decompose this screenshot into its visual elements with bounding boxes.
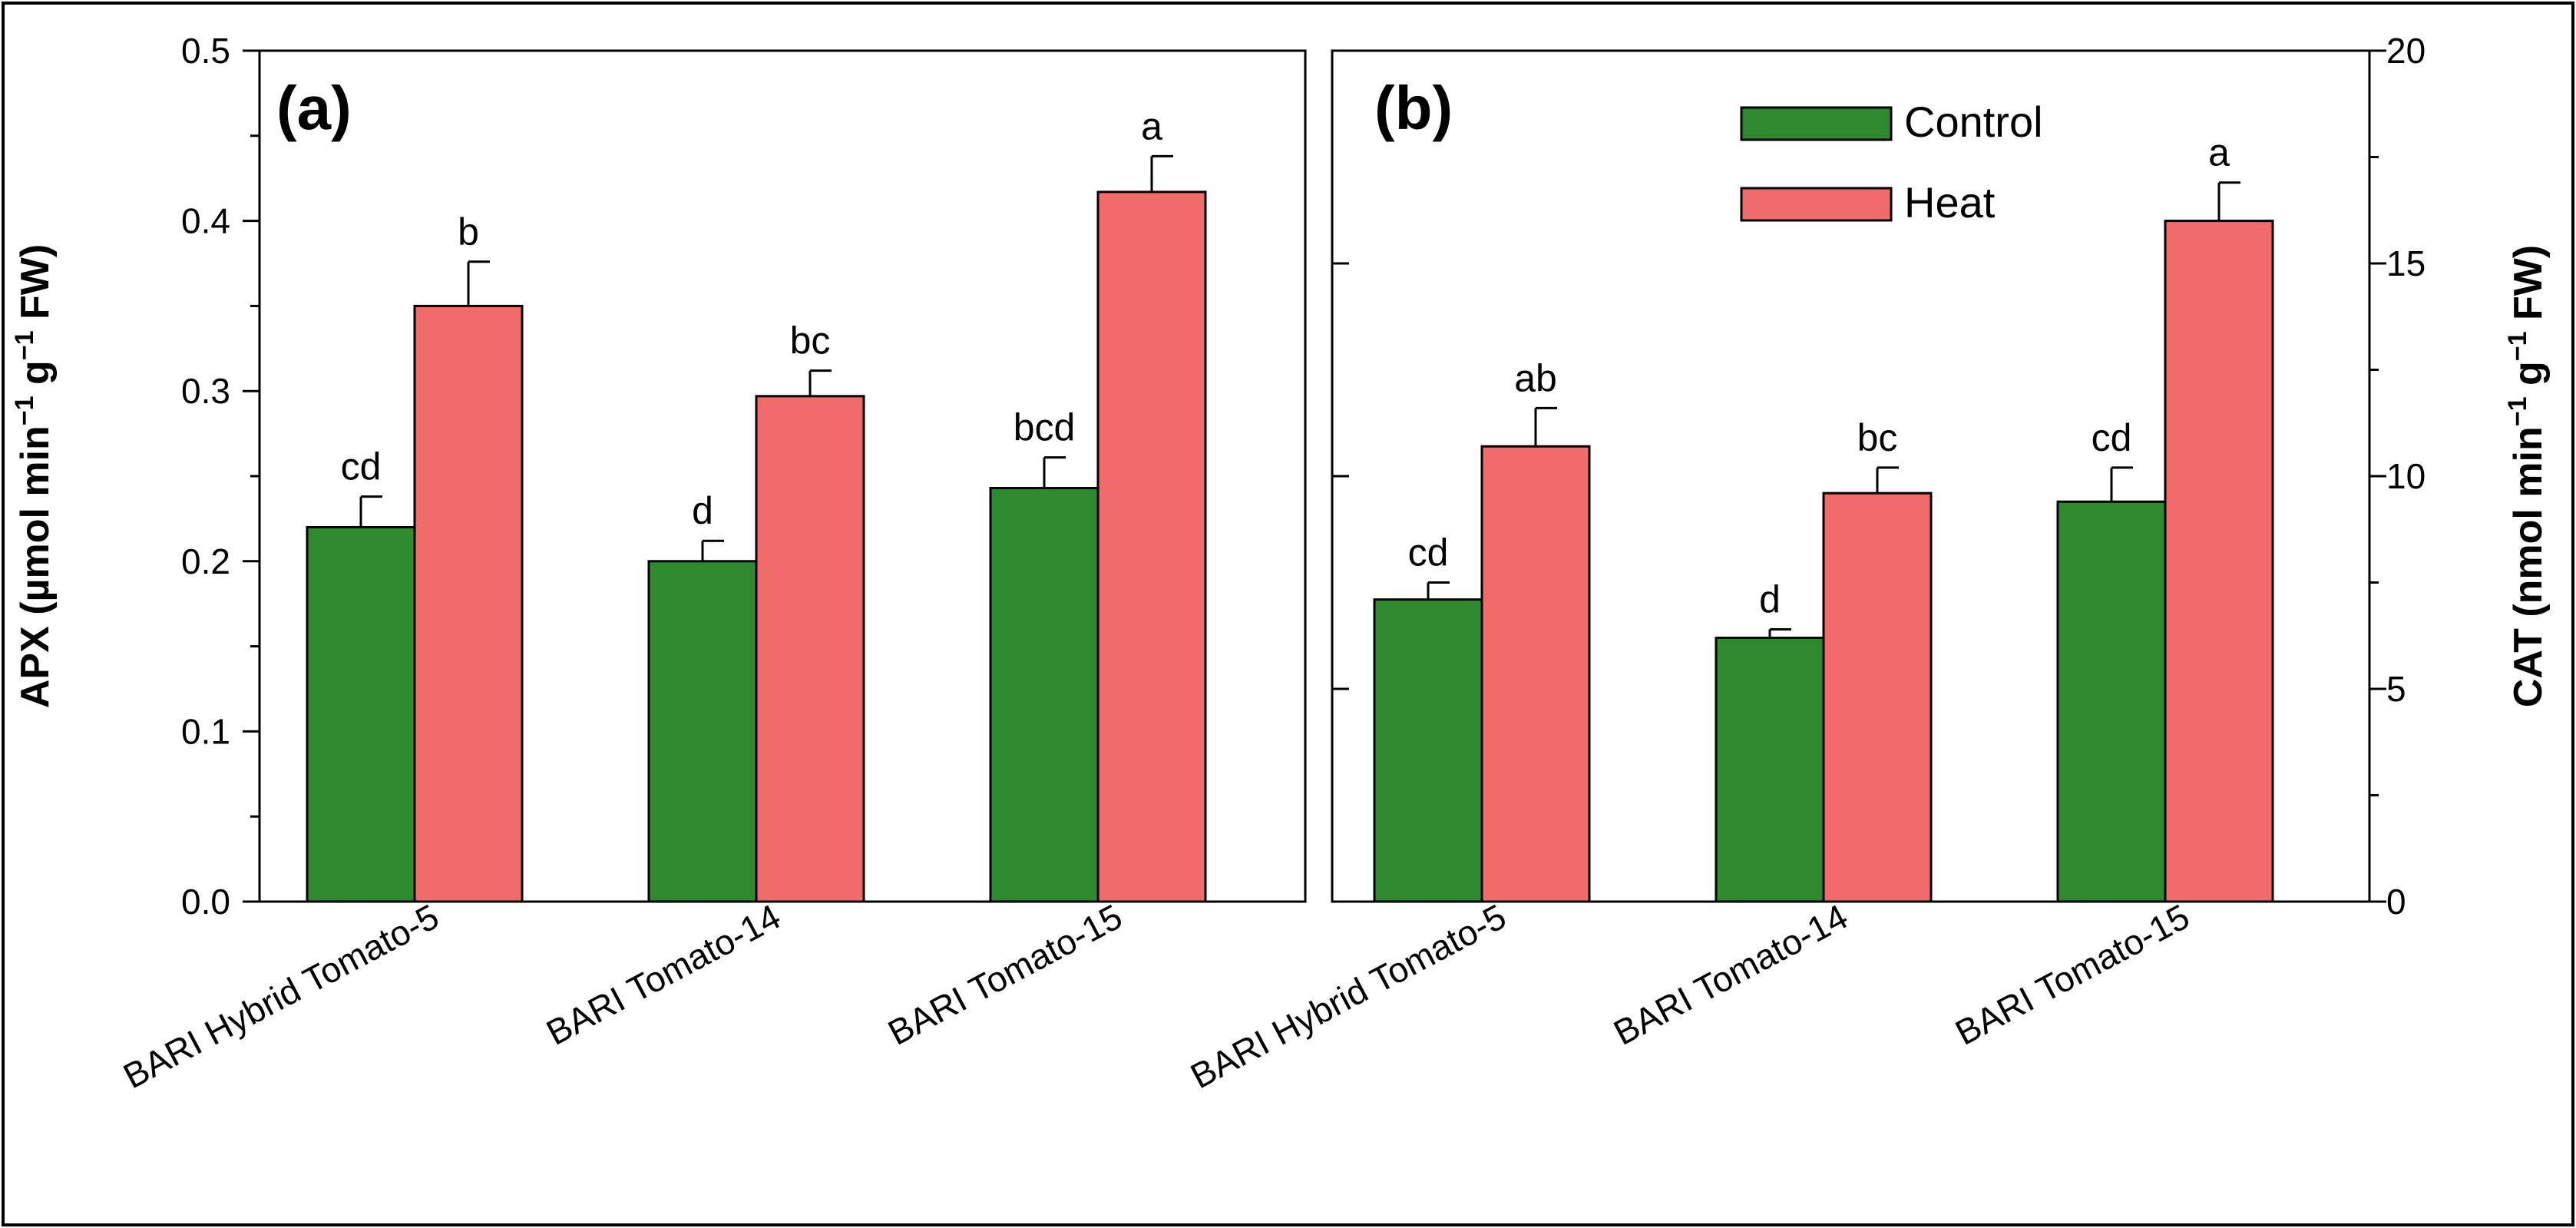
significance-letter: d bbox=[692, 489, 713, 532]
panel-label: (a) bbox=[276, 74, 352, 142]
bar-control bbox=[306, 525, 416, 903]
y-tick-label: 0 bbox=[2386, 882, 2406, 922]
y-tick-label: 5 bbox=[2386, 669, 2406, 709]
y-axis-label: APX (µmol min−1 g−1 FW) bbox=[10, 244, 58, 708]
bar-heat bbox=[1480, 445, 1591, 903]
y-axis-label-part: APX (µmol min bbox=[13, 425, 58, 708]
significance-letter: bcd bbox=[1014, 406, 1076, 449]
panel-label: (b) bbox=[1374, 74, 1453, 142]
bar-heat bbox=[755, 395, 865, 903]
y-tick-label: 10 bbox=[2386, 456, 2426, 496]
significance-letter: ab bbox=[1514, 356, 1557, 399]
bar-control bbox=[647, 560, 758, 903]
bar-heat bbox=[413, 304, 524, 903]
y-tick-label: 0.4 bbox=[181, 201, 230, 241]
y-axis-label-superscript: −1 bbox=[2503, 396, 2532, 426]
legend-swatch-heat bbox=[1740, 187, 1893, 222]
bar-control bbox=[989, 487, 1100, 903]
significance-letter: cd bbox=[2092, 416, 2132, 459]
legend-swatch-control bbox=[1740, 106, 1893, 141]
y-tick-label: 0.2 bbox=[181, 541, 230, 581]
y-axis-label-part: g bbox=[13, 360, 58, 396]
legend: Control Heat bbox=[1740, 98, 2043, 227]
y-tick-label: 0.3 bbox=[181, 371, 230, 411]
significance-letter: bc bbox=[1857, 416, 1898, 459]
bar-control bbox=[1715, 637, 1825, 903]
y-axis-label-superscript: −1 bbox=[10, 330, 39, 360]
y-tick-label: 20 bbox=[2386, 31, 2426, 71]
bar-control bbox=[2056, 500, 2167, 903]
y-tick-label: 0.1 bbox=[181, 711, 230, 751]
y-axis-label-superscript: −1 bbox=[10, 396, 39, 425]
significance-letter: bc bbox=[790, 319, 831, 362]
y-tick-label: 0.5 bbox=[181, 31, 230, 71]
significance-letter: b bbox=[458, 210, 479, 253]
bar-heat bbox=[1096, 190, 1207, 903]
bar-heat bbox=[2164, 220, 2274, 903]
significance-letter: a bbox=[2208, 131, 2230, 174]
significance-letter: cd bbox=[1408, 531, 1449, 574]
y-axis-label-part: FW) bbox=[2506, 245, 2551, 332]
y-axis-label-part: CAT (nmol min bbox=[2506, 426, 2551, 707]
y-axis-label-part: FW) bbox=[13, 244, 58, 331]
legend-label: Control bbox=[1904, 98, 2043, 146]
y-tick-label: 15 bbox=[2386, 243, 2426, 283]
y-axis-label-part: g bbox=[2506, 361, 2551, 396]
bar-control bbox=[1373, 598, 1483, 903]
legend-label: Heat bbox=[1904, 178, 1996, 227]
y-axis-label-superscript: −1 bbox=[2503, 331, 2532, 361]
y-tick-label: 0.0 bbox=[181, 882, 230, 922]
significance-letter: cd bbox=[341, 445, 382, 488]
y-axis-label: CAT (nmol min−1 g−1 FW) bbox=[2503, 245, 2551, 707]
significance-letter: a bbox=[1141, 104, 1162, 147]
significance-letter: d bbox=[1759, 578, 1781, 621]
bar-heat bbox=[1822, 492, 1933, 903]
